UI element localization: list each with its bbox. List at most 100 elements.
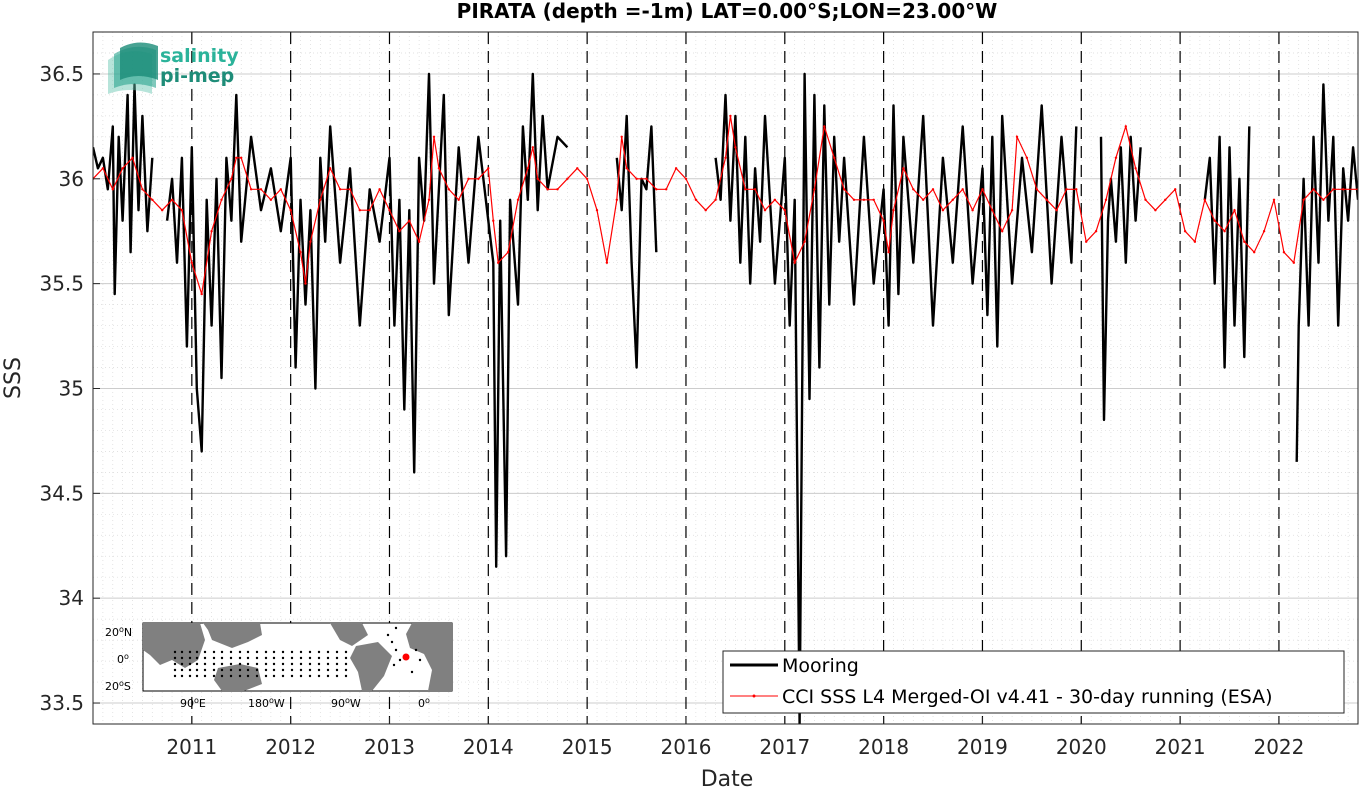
buoy-dot <box>203 674 207 678</box>
series-layer <box>93 72 1358 724</box>
buoy-dot <box>308 662 312 666</box>
buoy-dot <box>246 656 250 660</box>
inset-map: 20oN 0o 20oS 90oE 180oW 90oW 0o <box>105 622 453 711</box>
cci-point <box>531 146 534 149</box>
buoy-dot <box>173 656 177 660</box>
cci-point <box>902 167 905 170</box>
buoy-dot <box>326 656 330 660</box>
buoy-dot <box>238 662 242 666</box>
cci-point <box>684 177 688 180</box>
plot-frame <box>92 31 1359 725</box>
legend-cci-marker <box>752 694 756 698</box>
x-tick-label: 2016 <box>661 735 712 759</box>
cci-point <box>763 209 767 212</box>
cci-point <box>1045 198 1048 201</box>
salinity-pi-mep-logo: salinity pi-mep <box>108 42 239 94</box>
cci-point <box>1104 198 1108 201</box>
cci-point <box>506 251 510 254</box>
map-lon-label-90e: 90oE <box>180 696 206 711</box>
buoy-dot <box>212 662 216 666</box>
logo-pi-mep-text: pi-mep <box>160 65 234 87</box>
mooring-series-line <box>165 72 569 568</box>
buoy-dot <box>299 668 303 672</box>
cci-point <box>595 209 599 212</box>
cci-point <box>585 177 589 180</box>
cci-point <box>1332 188 1335 191</box>
cci-point <box>674 167 678 170</box>
cci-point <box>432 135 436 138</box>
x-tick-label: 2021 <box>1155 735 1206 759</box>
buoy-dot <box>308 656 312 660</box>
cci-point <box>753 188 757 191</box>
buoy-dot <box>229 674 233 678</box>
cci-point <box>259 188 263 191</box>
y-tick-label: 35.5 <box>39 272 84 296</box>
y-tick-label: 36.5 <box>39 62 84 86</box>
cci-point <box>566 177 569 180</box>
cci-point <box>576 167 579 170</box>
cci-point <box>773 198 777 201</box>
cci-point <box>852 198 856 201</box>
buoy-dot <box>195 650 199 654</box>
buoy-dot <box>246 668 250 672</box>
buoy-dot <box>220 650 224 654</box>
cci-point <box>1203 198 1207 201</box>
cci-point <box>625 167 628 170</box>
cci-point <box>1322 198 1325 201</box>
buoy-dot <box>203 650 207 654</box>
chart-title: PIRATA (depth =-1m) LAT=0.00°S;LON=23.00… <box>457 0 998 23</box>
buoy-dot <box>281 656 285 660</box>
y-axis-ticks: 33.5 34 34.5 35 35.5 36 36.5 <box>39 62 100 715</box>
buoy-dot <box>418 658 422 662</box>
cci-point <box>141 188 144 191</box>
buoy-dot <box>246 662 250 666</box>
buoy-dot <box>272 674 276 678</box>
cci-point <box>289 209 292 212</box>
buoy-dot <box>390 640 394 644</box>
cci-point <box>1035 188 1039 191</box>
x-tick-label: 2015 <box>562 735 613 759</box>
cci-point <box>620 135 623 138</box>
cci-point <box>951 198 954 201</box>
cci-point <box>744 188 747 191</box>
buoy-dot <box>272 668 276 672</box>
cci-point <box>694 198 698 201</box>
map-lat-label-20n: 20oN <box>105 625 132 640</box>
x-axis-label: Date <box>701 767 754 790</box>
cci-point <box>1010 209 1014 212</box>
cci-point <box>645 177 648 180</box>
buoy-dot <box>212 650 216 654</box>
cci-point <box>783 209 786 212</box>
buoy-dot <box>229 662 233 666</box>
buoy-dot <box>220 662 224 666</box>
cci-point <box>1223 230 1226 233</box>
buoy-dot <box>212 668 216 672</box>
buoy-dot <box>317 668 321 672</box>
cci-point <box>299 251 302 254</box>
buoy-dot <box>212 656 216 660</box>
cci-point <box>1342 188 1345 191</box>
y-tick-label: 36 <box>59 167 84 191</box>
cci-point <box>1114 156 1118 159</box>
cci-point <box>872 198 875 201</box>
buoy-dot <box>255 656 259 660</box>
year-separator-lines <box>191 32 1280 724</box>
map-lat-label-0: 0o <box>117 652 129 667</box>
buoy-dot <box>394 626 398 630</box>
cci-point <box>887 251 890 254</box>
x-tick-label: 2012 <box>265 735 316 759</box>
cci-point <box>457 198 460 201</box>
buoy-dot <box>290 650 294 654</box>
map-lat-label-20s: 20oS <box>105 679 131 694</box>
buoy-dot <box>264 668 268 672</box>
cci-point <box>437 167 441 170</box>
cci-point <box>417 240 421 243</box>
buoy-dot <box>246 650 250 654</box>
buoy-dot <box>299 650 303 654</box>
buoy-dot <box>299 674 303 678</box>
x-tick-label: 2017 <box>759 735 810 759</box>
cci-point <box>492 219 495 222</box>
buoy-dot <box>344 668 348 672</box>
cci-point <box>101 167 105 170</box>
cci-point <box>1243 240 1246 243</box>
